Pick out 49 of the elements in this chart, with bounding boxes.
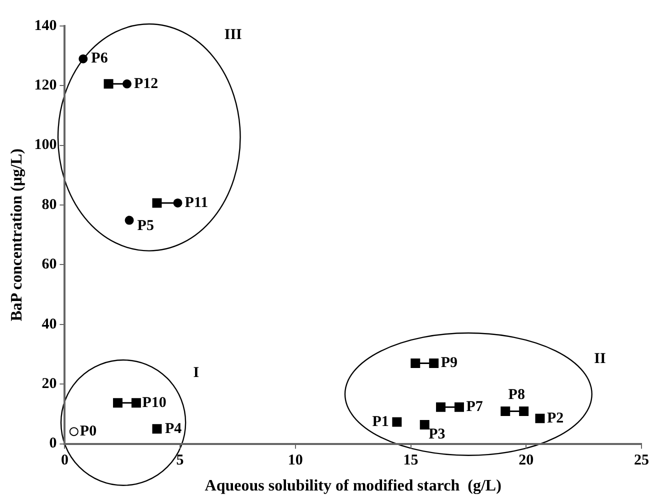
x-tick-label: 20	[518, 452, 534, 469]
annotation: P4	[164, 420, 182, 437]
annotation: P12	[134, 76, 158, 92]
annotation: P10	[142, 394, 166, 411]
annotation: P7	[466, 398, 484, 415]
y-tick-label: 80	[42, 196, 57, 213]
y-tick-label: 120	[34, 78, 57, 94]
x-axis-title: Aqueous solubility of modified starch (g/L)	[204, 478, 502, 495]
x-tick-label: 10	[288, 452, 303, 469]
point	[78, 54, 88, 64]
point	[410, 358, 420, 368]
y-tick-label: 40	[42, 316, 57, 332]
annotation: P3	[428, 426, 446, 443]
point	[131, 398, 141, 408]
annotation: II	[594, 350, 606, 367]
point	[124, 216, 134, 225]
y-tick-label: 100	[34, 137, 57, 154]
point	[152, 198, 162, 208]
x-tick-label: 25	[634, 452, 649, 469]
point	[436, 402, 446, 412]
annotation: P8	[508, 387, 525, 404]
x-tick-label: 5	[176, 452, 184, 469]
point	[69, 427, 78, 436]
point	[454, 402, 464, 412]
y-tick-label: 0	[49, 436, 57, 452]
point	[500, 406, 510, 416]
point	[104, 79, 114, 89]
annotation: P9	[440, 355, 458, 372]
point	[429, 358, 439, 368]
point	[535, 414, 545, 424]
annotation: III	[224, 26, 242, 43]
y-axis-title: BaP concentration (µg/L)	[8, 148, 26, 322]
annotation: P2	[546, 410, 564, 426]
annotation: P11	[184, 194, 208, 211]
y-tick-label: 140	[34, 18, 57, 34]
annotation: P5	[137, 218, 154, 234]
y-tick-label: 20	[42, 376, 57, 392]
x-tick-label: 0	[60, 452, 68, 469]
annotation: P1	[372, 414, 389, 430]
annotation: P0	[80, 423, 97, 440]
annotation: I	[193, 364, 200, 381]
point	[113, 398, 123, 408]
point	[392, 417, 402, 427]
y-tick-label: 60	[42, 256, 57, 273]
point	[152, 424, 162, 434]
point	[420, 420, 430, 430]
x-tick-label: 15	[403, 452, 418, 469]
point	[519, 406, 529, 416]
annotation: P6	[91, 50, 108, 67]
